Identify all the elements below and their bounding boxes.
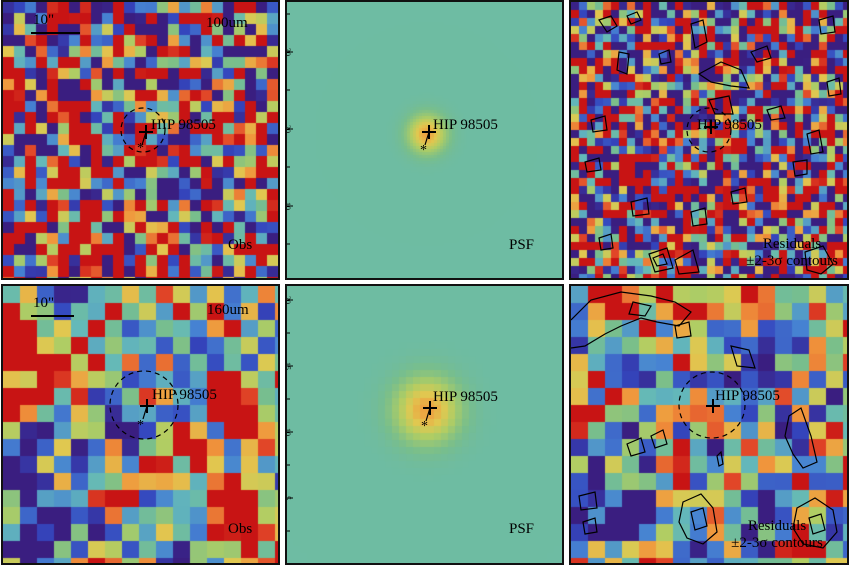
proper-motion-line	[141, 131, 147, 146]
star-marker: *	[420, 143, 427, 158]
residuals-line2: ±2-3σ contours	[746, 253, 838, 269]
obs-image-100um	[3, 2, 278, 278]
overlay-bot-res	[571, 291, 838, 549]
residual-image-top	[571, 2, 847, 278]
tick-label-2: 15	[285, 362, 292, 370]
tick-label-1: 30	[285, 48, 292, 56]
panel-label: Obs	[228, 521, 253, 537]
proper-motion-line	[424, 131, 430, 146]
tick-label-1: 20	[285, 296, 292, 304]
target-label: HIP 98505	[715, 388, 780, 404]
overlay-top-res	[584, 11, 842, 275]
aperture-circle	[686, 107, 732, 153]
target-label: HIP 98505	[697, 117, 762, 133]
proper-motion-line	[425, 407, 431, 422]
residuals-label: Residuals ±2-3σ contours	[709, 518, 845, 552]
overlay-bot-psf: *	[287, 299, 437, 532]
residuals-line1: Residuals	[747, 518, 807, 534]
panel-top-obs: * 10" 100um HIP 98505 Obs	[1, 0, 280, 280]
contours	[571, 291, 838, 549]
target-label: HIP 98505	[433, 117, 498, 133]
residual-image-bottom	[571, 286, 847, 563]
psf-image-top	[287, 2, 562, 278]
target-label: HIP 98505	[152, 387, 217, 403]
proper-motion-line	[142, 405, 148, 420]
residuals-label: Residuals ±2-3σ contours	[741, 236, 843, 270]
psf-image-bottom	[287, 286, 562, 563]
overlay-bot-obs: *	[31, 315, 179, 440]
aperture-circle	[678, 371, 746, 439]
aperture-circle	[109, 370, 179, 440]
star-marker: *	[421, 419, 428, 434]
tick-label-3: 10	[285, 202, 292, 210]
tick-label-2: 20	[285, 125, 292, 133]
panel-top-psf: * 30 20 10 HIP 98505 PSF	[285, 0, 564, 280]
axis-ticks-left	[287, 299, 293, 532]
scale-label: 10"	[33, 295, 55, 311]
aperture-circle	[120, 107, 166, 153]
contours	[584, 11, 842, 275]
panel-label: Obs	[228, 237, 253, 253]
residuals-line1: Residuals	[762, 236, 822, 252]
star-marker: *	[137, 141, 144, 156]
star-marker: *	[137, 418, 144, 433]
scale-label: 10"	[33, 12, 55, 28]
overlay-top-psf: *	[287, 13, 436, 245]
panel-top-res: HIP 98505 Residuals ±2-3σ contours	[569, 0, 849, 280]
source-cross	[706, 399, 720, 413]
band-label: 160um	[207, 302, 249, 318]
panel-label: PSF	[509, 237, 535, 253]
obs-image-160um	[3, 286, 278, 563]
source-cross	[704, 120, 718, 134]
target-label: HIP 98505	[151, 117, 216, 133]
overlay-top-obs: *	[31, 32, 166, 156]
panel-bot-res: HIP 98505 Residuals ±2-3σ contours	[569, 284, 849, 565]
target-label: HIP 98505	[433, 389, 498, 405]
residuals-line2: ±2-3σ contours	[731, 535, 823, 551]
band-label: 100um	[206, 15, 248, 31]
axis-ticks-left	[287, 13, 293, 245]
panel-label: PSF	[509, 521, 535, 537]
tick-label-3: 10	[285, 428, 292, 436]
panel-bot-obs: * 10" 160um HIP 98505 Obs	[1, 284, 280, 565]
panel-bot-psf: * 20 15 10 5 HIP 98505 PSF	[285, 284, 564, 565]
tick-label-4: 5	[287, 496, 292, 500]
